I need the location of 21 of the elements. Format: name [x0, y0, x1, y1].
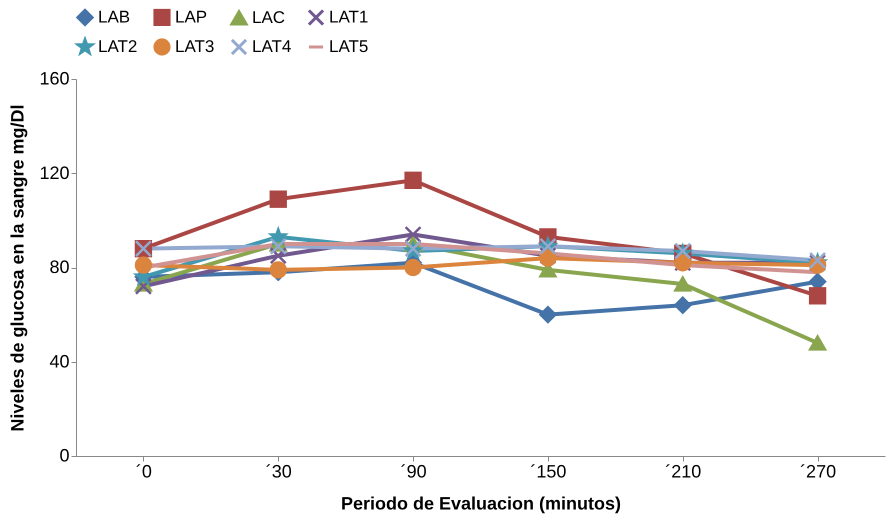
legend-label: LAT3 [175, 37, 214, 56]
y-axis-title: Niveles de glucosa en la sangre mg/Dl [7, 104, 28, 432]
x-tick-label: ´210 [665, 462, 702, 482]
legend-label: LAT2 [98, 37, 138, 56]
x-tick-label: ´270 [800, 462, 836, 482]
y-tick-label: 80 [49, 257, 70, 277]
legend-label: LAC [252, 8, 286, 27]
legend-label: LAT5 [329, 37, 368, 56]
legend-label: LAT4 [252, 37, 292, 56]
legend-label: LAP [175, 7, 208, 26]
y-tick-label: 160 [39, 68, 70, 88]
y-tick-label: 120 [39, 162, 70, 183]
x-tick-label: ´30 [266, 462, 292, 482]
x-tick-label: ´150 [530, 462, 566, 482]
y-tick-label: 0 [59, 446, 70, 466]
legend-label: LAT1 [329, 7, 368, 26]
y-tick-label: 40 [49, 351, 70, 372]
legend-label: LAB [98, 7, 130, 26]
x-tick-label: ´0 [136, 462, 152, 482]
x-axis-title: Periodo de Evaluacion (minutos) [340, 494, 622, 514]
x-tick-label: ´90 [400, 462, 427, 482]
